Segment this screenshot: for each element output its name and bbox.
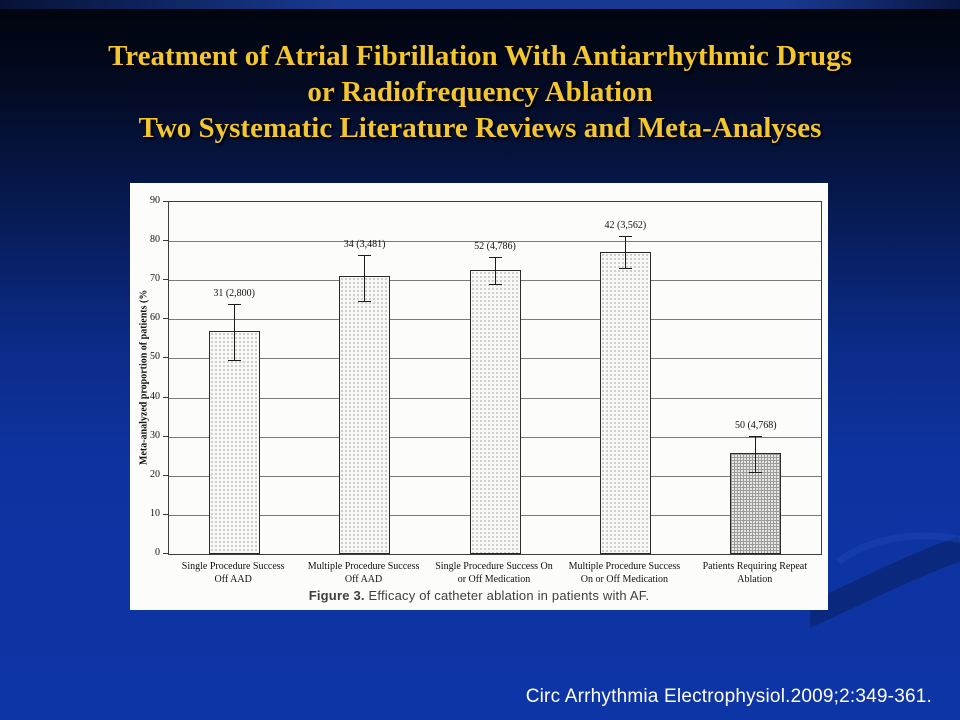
top-accent-strip: [0, 0, 960, 9]
slide-title-line-2: or Radiofrequency Ablation: [307, 76, 653, 108]
y-tick-label-10: 10: [150, 507, 160, 519]
y-tick-label-70: 70: [150, 273, 160, 285]
y-tick-0: [163, 553, 168, 554]
bar-2: [339, 276, 391, 554]
category-label-2: Multiple Procedure Success Off AAD: [307, 561, 420, 585]
y-tick-label-50: 50: [150, 351, 160, 363]
figure-caption-number: Figure 3.: [308, 588, 365, 603]
category-label-1: Single Procedure Success Off AAD: [181, 561, 285, 585]
y-tick-10: [163, 513, 168, 515]
bar-value-label-1: 31 (2,800): [213, 287, 256, 299]
bar-value-label-5: 50 (4,768): [734, 419, 777, 431]
slide-title-line-1: Treatment of Atrial Fibrillation With An…: [108, 40, 852, 72]
slide-title: Treatment of Atrial Fibrillation With An…: [20, 38, 940, 146]
y-tick-80: [163, 240, 168, 242]
y-tick-60: [163, 318, 168, 320]
y-tick-40: [163, 396, 168, 398]
error-bar-cap-low-5: [749, 471, 763, 473]
bar-3: [469, 270, 521, 554]
y-tick-label-30: 30: [150, 429, 160, 441]
error-bar-cap-high-4: [618, 236, 632, 238]
swirl-decoration: [810, 532, 960, 628]
plot-area: 31 (2,800) 34 (3,481) 52 (4,786) 42 (3,562)…: [168, 201, 822, 555]
y-tick-label-0: 0: [155, 547, 160, 558]
figure-panel: Meta-analyzed proportion of patients (% …: [130, 183, 828, 610]
citation: Circ Arrhythmia Electrophysiol.2009;2:34…: [525, 686, 932, 707]
y-tick-label-90: 90: [150, 195, 160, 206]
bar-1: [208, 331, 260, 554]
error-bar-line-3: [494, 256, 496, 285]
y-tick-70: [163, 279, 168, 281]
bar-value-label-4: 42 (3,562): [604, 220, 647, 232]
error-bar-cap-high-1: [227, 303, 241, 305]
error-bar-line-2: [364, 254, 366, 301]
y-tick-50: [163, 357, 168, 359]
y-tick-30: [163, 435, 168, 437]
figure-caption-text: Efficacy of catheter ablation in patient…: [364, 588, 650, 603]
slide-title-line-3: Two Systematic Literature Reviews and Me…: [138, 112, 822, 144]
gridline-80: [169, 241, 821, 243]
y-tick-label-40: 40: [150, 390, 160, 402]
category-label-4: Multiple Procedure Success On or Off Med…: [568, 561, 681, 585]
error-bar-cap-low-4: [618, 267, 632, 269]
category-label-5: Patients Requiring Repeat Ablation: [702, 561, 808, 585]
error-bar-cap-high-3: [488, 256, 502, 258]
bar-4: [599, 251, 651, 554]
y-tick-90: [163, 201, 168, 202]
error-bar-line-1: [233, 303, 235, 361]
figure-caption: Figure 3. Efficacy of catheter ablation …: [130, 588, 828, 603]
y-tick-label-20: 20: [150, 468, 160, 480]
error-bar-line-4: [624, 236, 626, 268]
error-bar-cap-low-1: [227, 360, 241, 362]
error-bar-line-5: [755, 435, 757, 472]
category-label-3: Single Procedure Success On or Off Medic…: [435, 561, 553, 585]
bar-value-label-2: 34 (3,481): [343, 238, 386, 250]
bar-value-label-3: 52 (4,786): [474, 240, 516, 252]
y-tick-label-60: 60: [150, 312, 160, 324]
y-tick-20: [163, 474, 168, 476]
error-bar-cap-low-3: [488, 284, 502, 286]
error-bar-cap-high-5: [749, 435, 763, 437]
error-bar-cap-high-2: [358, 254, 372, 256]
error-bar-cap-low-2: [358, 300, 372, 302]
y-tick-label-80: 80: [150, 234, 160, 246]
y-axis-title: Meta-analyzed proportion of patients (%: [138, 289, 150, 465]
